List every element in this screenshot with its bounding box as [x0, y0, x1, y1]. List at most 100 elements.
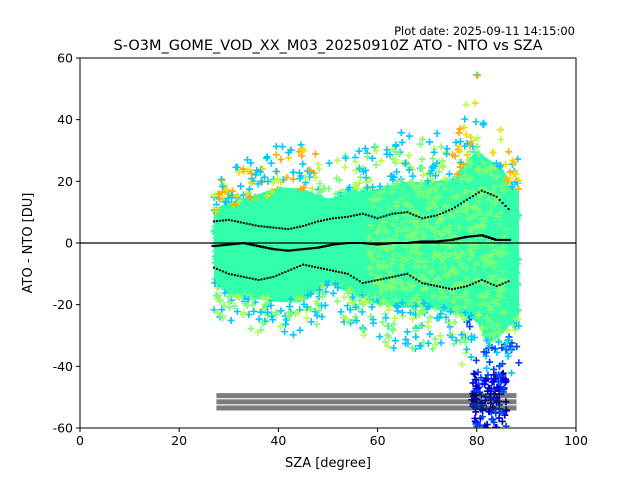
stat-point — [503, 238, 509, 241]
data-point — [230, 255, 238, 263]
stat-point — [236, 220, 239, 223]
data-point — [414, 191, 422, 199]
stat-point — [266, 225, 269, 228]
stat-point — [251, 277, 254, 280]
data-point — [483, 290, 491, 298]
data-point — [435, 314, 443, 322]
stat-point — [330, 243, 336, 246]
data-point — [467, 311, 475, 319]
stat-point — [388, 213, 391, 216]
data-point — [340, 254, 348, 262]
data-point — [293, 231, 301, 239]
stat-point — [422, 240, 428, 243]
data-point — [419, 338, 427, 346]
data-point — [325, 185, 333, 193]
stat-point — [378, 243, 384, 246]
data-point — [422, 219, 430, 227]
data-point — [482, 299, 490, 307]
stat-point — [473, 234, 479, 237]
stat-point — [474, 281, 477, 284]
stat-point — [492, 194, 495, 197]
data-point — [483, 314, 491, 322]
data-point — [454, 300, 462, 308]
data-point — [427, 209, 435, 217]
data-point — [372, 195, 380, 203]
data-point — [492, 159, 500, 167]
data-point — [379, 318, 387, 326]
data-point — [389, 197, 397, 205]
data-point — [443, 150, 451, 158]
data-point — [283, 174, 291, 182]
data-point — [432, 305, 440, 313]
data-point — [312, 174, 320, 182]
data-point — [485, 285, 493, 293]
x-axis-label: SZA [degree] — [285, 456, 371, 471]
stat-point — [248, 223, 251, 226]
data-point — [353, 317, 361, 325]
data-point — [506, 195, 514, 203]
data-point — [252, 171, 260, 179]
stat-point — [327, 244, 333, 247]
data-point — [402, 340, 410, 348]
stat-point — [397, 212, 400, 215]
data-point — [235, 168, 243, 176]
data-point — [302, 174, 310, 182]
data-point — [271, 214, 279, 222]
stat-point — [323, 267, 326, 270]
stat-point — [302, 263, 305, 266]
data-point — [512, 315, 520, 323]
data-point — [459, 160, 467, 168]
data-point — [365, 234, 373, 242]
stat-point — [312, 246, 318, 249]
data-point — [233, 192, 241, 200]
stat-point — [397, 274, 400, 277]
stat-point — [230, 219, 233, 222]
data-point — [257, 248, 265, 256]
data-point — [461, 271, 469, 279]
data-point — [333, 297, 341, 305]
data-point — [435, 193, 443, 201]
stat-point — [404, 242, 410, 244]
data-point — [447, 212, 455, 220]
data-point — [371, 142, 379, 150]
stat-point — [476, 234, 482, 237]
data-point — [512, 295, 520, 303]
stat-point — [260, 225, 263, 228]
stat-point — [416, 240, 422, 243]
data-point — [388, 260, 396, 268]
data-point — [224, 293, 232, 301]
stat-point — [358, 280, 361, 283]
data-point — [489, 188, 497, 196]
data-point — [502, 346, 510, 354]
stat-point — [263, 225, 266, 228]
data-point — [416, 310, 424, 318]
data-point — [357, 245, 365, 253]
data-point — [414, 223, 422, 231]
data-point — [428, 175, 436, 183]
data-point — [461, 115, 469, 123]
data-point — [363, 202, 371, 210]
data-point — [429, 155, 437, 163]
data-point — [267, 250, 275, 258]
data-point — [437, 310, 445, 318]
stat-point — [303, 247, 309, 250]
stat-point — [403, 273, 406, 276]
stat-point — [331, 269, 334, 272]
y-tick-label: 40 — [57, 112, 73, 127]
data-point — [359, 326, 367, 334]
data-point — [419, 135, 427, 143]
data-point — [431, 252, 439, 260]
data-point — [431, 220, 439, 228]
data-point — [391, 337, 399, 345]
data-point — [512, 170, 520, 178]
data-point — [282, 320, 290, 328]
data-point — [388, 188, 396, 196]
stat-point — [253, 244, 259, 247]
data-point — [416, 187, 424, 195]
stat-point — [480, 189, 483, 192]
data-point — [460, 123, 468, 131]
data-point — [471, 99, 479, 107]
stat-point — [439, 213, 442, 216]
stat-point — [498, 198, 501, 201]
data-point — [247, 159, 255, 167]
